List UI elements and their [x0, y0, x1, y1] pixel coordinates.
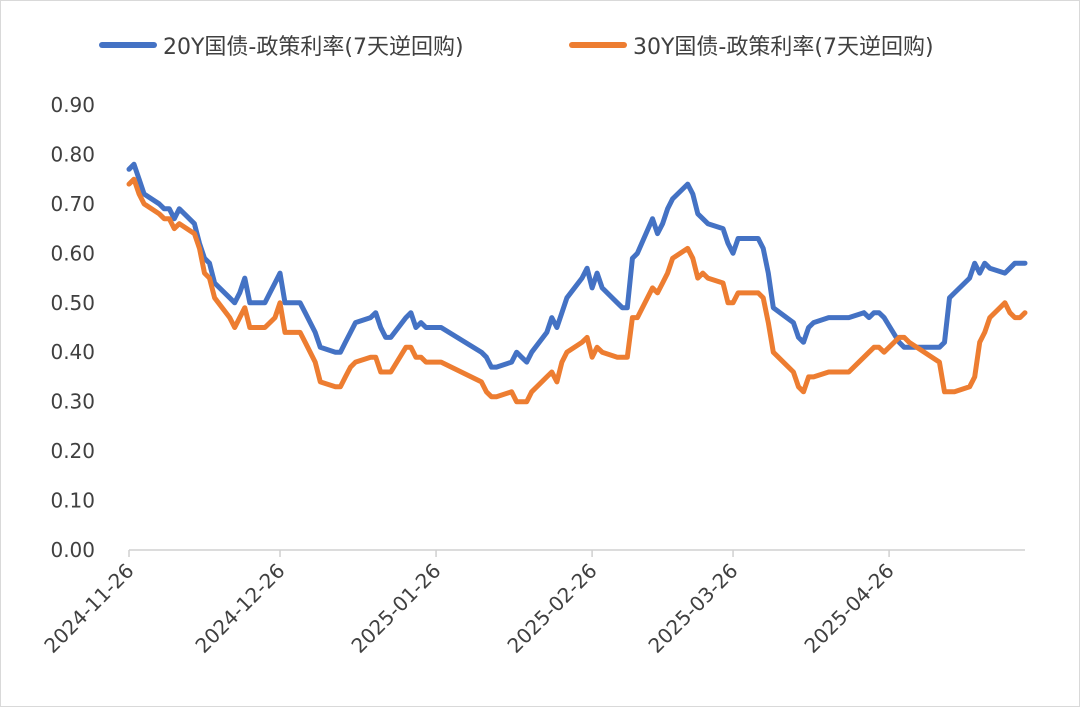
x-tick-label: 2024-12-26	[190, 559, 289, 658]
y-tick-label: 0.40	[50, 340, 95, 364]
y-tick-label: 0.20	[50, 439, 95, 463]
legend-item-20y: 20Y国债-政策利率(7天逆回购)	[99, 29, 464, 61]
series-line-30y	[126, 176, 1028, 405]
y-tick-label: 0.60	[50, 241, 95, 265]
x-tick-label: 2025-03-26	[643, 559, 742, 658]
y-tick-label: 0.90	[50, 93, 95, 117]
y-tick-label: 0.10	[50, 489, 95, 513]
legend-label-20y: 20Y国债-政策利率(7天逆回购)	[163, 35, 464, 60]
x-tick-label: 2025-01-26	[346, 559, 445, 658]
legend-label-30y: 30Y国债-政策利率(7天逆回购)	[633, 35, 934, 60]
y-tick-label: 0.80	[50, 142, 95, 166]
x-tick-label: 2025-04-26	[799, 559, 898, 658]
y-tick-label: 0.30	[50, 390, 95, 414]
legend: 20Y国债-政策利率(7天逆回购) 30Y国债-政策利率(7天逆回购)	[1, 29, 1080, 63]
y-tick-label: 0.00	[50, 538, 95, 562]
x-tick-label: 2024-11-26	[39, 559, 138, 658]
legend-swatch-30y	[569, 42, 627, 48]
y-tick-label: 0.70	[50, 192, 95, 216]
x-tick-label: 2025-02-26	[502, 559, 601, 658]
legend-item-30y: 30Y国债-政策利率(7天逆回购)	[569, 29, 934, 61]
legend-swatch-20y	[99, 42, 157, 48]
y-tick-label: 0.50	[50, 291, 95, 315]
series-line-20y	[126, 161, 1028, 370]
